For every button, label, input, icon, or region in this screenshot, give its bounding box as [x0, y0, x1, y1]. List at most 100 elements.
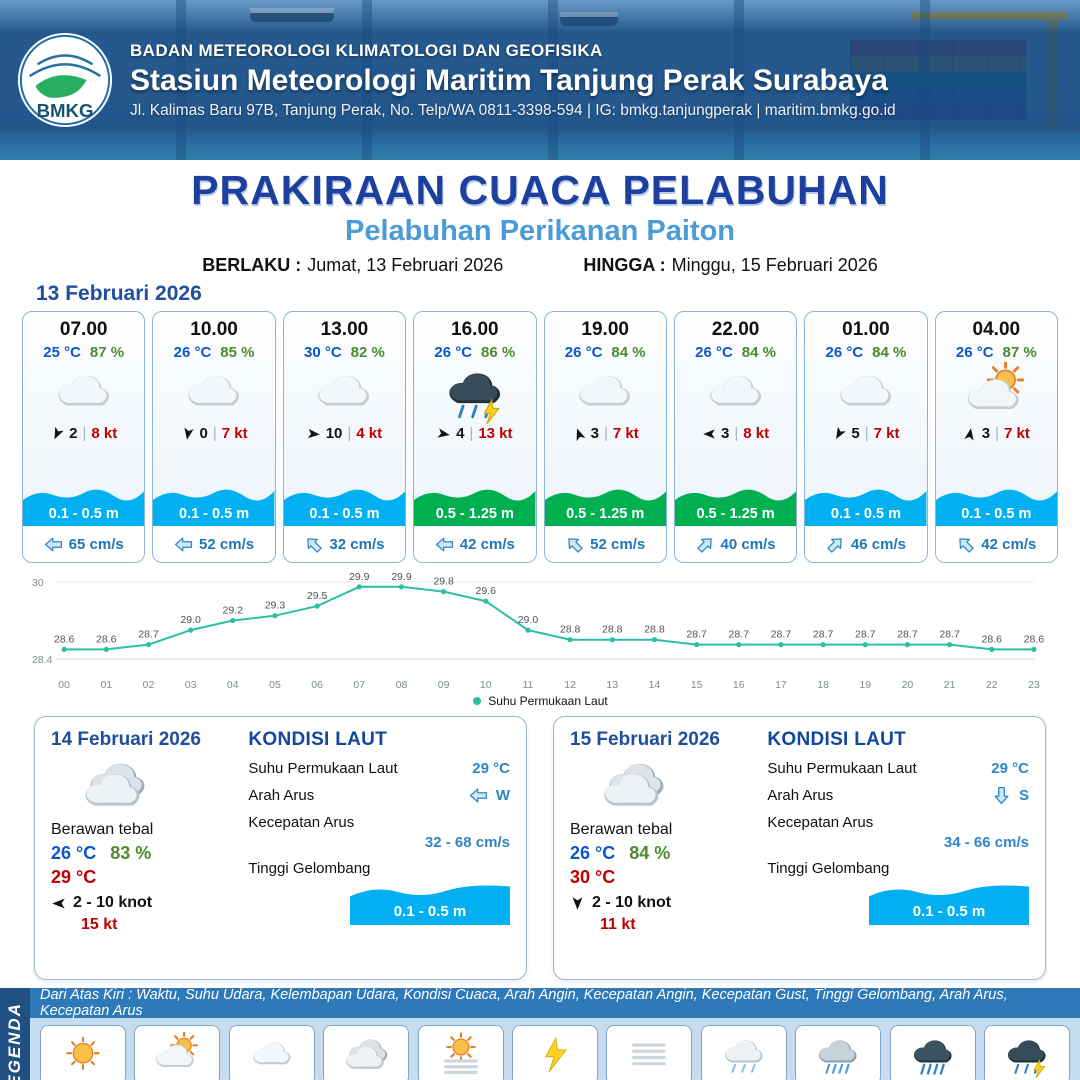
weather-icon	[51, 362, 117, 424]
svg-text:28.6: 28.6	[96, 633, 117, 645]
current-speed: 52 cm/s	[199, 535, 255, 553]
wave-height: 0.1 - 0.5 m	[830, 506, 901, 523]
humidity: 87 %	[89, 344, 125, 362]
hourly-forecast-row: 07.00 25 °C 87 % 2 | 8 kt 0.1 - 0.5 m 65…	[22, 311, 1058, 564]
legend-weather-icon	[153, 1031, 201, 1078]
svg-text:28.7: 28.7	[771, 629, 792, 641]
wind-speed: 3	[590, 425, 599, 443]
svg-text:17: 17	[775, 679, 787, 691]
forecast-time: 19.00	[581, 319, 629, 341]
svg-text:28.7: 28.7	[813, 629, 834, 641]
svg-text:28.7: 28.7	[897, 629, 918, 641]
svg-text:28.8: 28.8	[602, 624, 623, 636]
svg-text:28.7: 28.7	[939, 629, 960, 641]
current-direction-icon	[959, 537, 974, 553]
daily-humidity: 84 %	[629, 843, 671, 864]
svg-text:05: 05	[269, 679, 281, 691]
humidity: 82 %	[350, 344, 385, 362]
forecast-card: 04.00 26 °C 87 % 3 | 7 kt 0.1 - 0.5 m 42…	[934, 311, 1058, 564]
current-speed-label: Kecepatan Arus	[767, 814, 874, 832]
svg-text:09: 09	[438, 679, 450, 691]
air-temperature: 26 °C	[825, 344, 864, 362]
daily-date: 15 Februari 2026	[570, 729, 720, 751]
current-direction-icon	[435, 537, 453, 552]
legend-item: Udara Kabur	[416, 1025, 505, 1080]
forecast-time: 04.00	[972, 319, 1021, 341]
chart-series-name: Suhu Permukaan Laut	[488, 694, 608, 709]
current-speed: 42 cm/s	[459, 535, 515, 553]
humidity: 84 %	[611, 344, 646, 362]
current-direction-icon	[696, 537, 712, 553]
current-speed: 46 cm/s	[850, 535, 906, 553]
separator: |	[995, 425, 999, 443]
forecast-time: 10.00	[190, 319, 238, 341]
humidity: 85 %	[220, 344, 255, 362]
air-temperature: 26 °C	[564, 344, 603, 362]
separator: |	[82, 425, 87, 443]
forecast-time: 01.00	[842, 319, 890, 341]
valid-from: BERLAKU : Jumat, 13 Februari 2026	[202, 255, 503, 276]
daily-wind-range: 2 - 10 knot	[73, 894, 153, 912]
current-speed: 52 cm/s	[590, 535, 646, 553]
wave-height: 0.1 - 0.5 m	[309, 506, 380, 523]
weather-icon	[442, 362, 508, 425]
wind-direction-icon	[836, 426, 847, 439]
current-direction-value: S	[1018, 787, 1029, 805]
forecast-time: 22.00	[711, 319, 760, 341]
sea-surface-temperature-chart: 30 28.4 28.6 00 28.6 01 28.7 02 29.0 03 29.2 04 29.3…	[28, 569, 1052, 708]
svg-text:21: 21	[944, 679, 956, 691]
wind-direction-icon	[964, 427, 974, 441]
station-address: Jl. Kalimas Baru 97B, Tanjung Perak, No.…	[130, 101, 896, 119]
current-row: 46 cm/s	[805, 526, 927, 563]
legend-items-row: Cerah Cerah Berawan Berawan	[30, 1018, 1080, 1080]
legend-icon-tile	[889, 1025, 976, 1080]
weather-icon	[703, 362, 769, 424]
legend-item: Hujan Lebat	[888, 1025, 977, 1080]
humidity: 87 %	[1002, 344, 1037, 362]
legend-ribbon-label: LEGENDA	[5, 1002, 24, 1080]
wave-height-band: 0.5 - 1.25 m	[674, 484, 797, 527]
wave-height: 0.1 - 0.5 m	[179, 506, 250, 523]
wave-height-value: 0.1 - 0.5 m	[393, 903, 467, 921]
svg-text:14: 14	[649, 679, 661, 691]
weather-icon	[572, 362, 638, 424]
wind-gust: 7 kt	[1004, 425, 1030, 443]
wind-direction-icon	[307, 428, 320, 438]
svg-text:28.7: 28.7	[729, 629, 750, 641]
legend-weather-icon	[1003, 1032, 1051, 1079]
sea-conditions-title: KONDISI LAUT	[248, 729, 388, 751]
agency-name: BADAN METEOROLOGI KLIMATOLOGI DAN GEOFIS…	[130, 40, 603, 60]
wave-height: 0.5 - 1.25 m	[435, 506, 514, 523]
separator: |	[347, 425, 352, 443]
legend-weather-icon	[720, 1032, 768, 1078]
current-row: 42 cm/s	[414, 526, 536, 563]
valid-from-value: Jumat, 13 Februari 2026	[307, 255, 504, 276]
separator: |	[603, 425, 608, 443]
valid-from-label: BERLAKU :	[202, 255, 302, 276]
svg-text:28.8: 28.8	[644, 624, 665, 636]
legend-item: Berawan Tebal	[321, 1025, 410, 1080]
svg-text:29.5: 29.5	[307, 590, 328, 602]
forecast-time: 07.00	[59, 319, 108, 341]
wave-height-label: Tinggi Gelombang	[767, 860, 890, 878]
current-row: 52 cm/s	[544, 526, 666, 563]
sea-current-direction-icon	[469, 788, 487, 803]
legend-item: Cerah	[38, 1025, 127, 1080]
daily-condition: Berawan tebal	[51, 821, 154, 839]
wave-height-box: 0.1 - 0.5 m	[349, 881, 510, 926]
legend-item: Cerah Berawan	[132, 1025, 221, 1080]
air-temperature: 26 °C	[695, 344, 733, 362]
current-direction-icon	[44, 537, 62, 552]
legend-icon-tile	[984, 1025, 1071, 1080]
daily-temperature-max: 30 °C	[570, 867, 616, 888]
current-direction-icon	[174, 537, 193, 552]
wave-height: 0.5 - 1.25 m	[696, 506, 775, 523]
legend-dot-icon	[473, 697, 482, 706]
current-row: 65 cm/s	[23, 526, 145, 563]
air-temperature: 30 °C	[303, 344, 342, 362]
svg-text:29.0: 29.0	[180, 614, 201, 626]
wave-height: 0.5 - 1.25 m	[566, 506, 645, 523]
legend-weather-icon	[909, 1032, 957, 1078]
svg-text:00: 00	[58, 679, 70, 691]
forecast-card: 13.00 30 °C 82 % 10 | 4 kt 0.1 - 0.5 m 3…	[282, 311, 407, 564]
